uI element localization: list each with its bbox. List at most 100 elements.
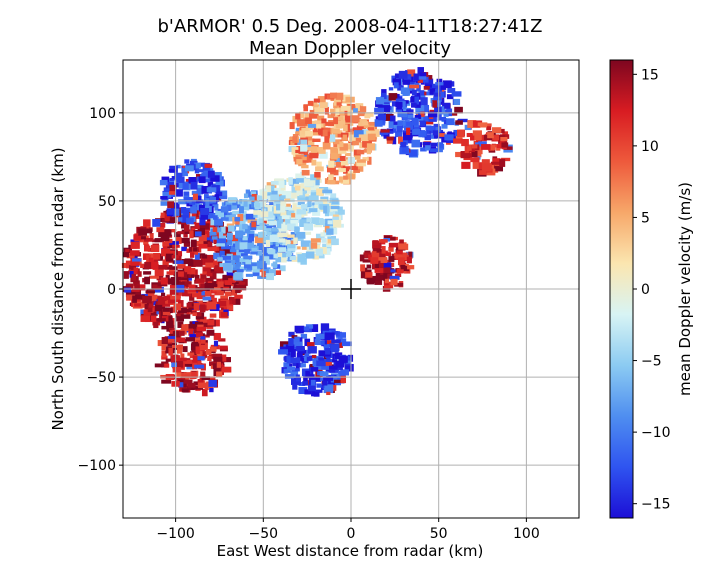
velocity-cell bbox=[311, 367, 319, 372]
velocity-cell bbox=[335, 108, 340, 116]
velocity-cell bbox=[236, 249, 247, 257]
velocity-cell bbox=[135, 294, 145, 300]
velocity-cell bbox=[341, 341, 352, 347]
velocity-cell bbox=[188, 323, 197, 330]
velocity-cell bbox=[323, 205, 328, 214]
velocity-cell bbox=[131, 274, 137, 281]
velocity-cell bbox=[472, 130, 482, 136]
velocity-cell bbox=[310, 379, 316, 386]
velocity-cell bbox=[322, 330, 331, 334]
velocity-cell bbox=[340, 375, 347, 384]
velocity-cell bbox=[417, 79, 423, 83]
velocity-cell bbox=[492, 158, 501, 164]
velocity-cell bbox=[338, 168, 346, 173]
velocity-cell bbox=[345, 115, 354, 123]
velocity-cell bbox=[190, 343, 200, 351]
velocity-cell bbox=[296, 231, 306, 239]
velocity-cell bbox=[181, 229, 191, 234]
velocity-cell bbox=[295, 173, 304, 179]
velocity-cell bbox=[126, 253, 135, 259]
velocity-cell bbox=[200, 274, 207, 279]
velocity-cell bbox=[207, 170, 215, 178]
velocity-cell bbox=[427, 111, 438, 118]
velocity-cell bbox=[303, 178, 314, 187]
velocity-cell bbox=[312, 253, 319, 260]
velocity-cell bbox=[154, 363, 163, 368]
velocity-cell bbox=[149, 308, 158, 316]
velocity-cell bbox=[466, 144, 472, 151]
velocity-cell bbox=[312, 202, 317, 206]
velocity-cell bbox=[376, 249, 383, 253]
velocity-cell bbox=[324, 384, 334, 392]
velocity-cell bbox=[353, 108, 358, 113]
velocity-cell bbox=[307, 198, 312, 207]
velocity-cell bbox=[219, 300, 227, 307]
velocity-cell bbox=[439, 97, 445, 105]
colorbar-label: mean Doppler velocity (m/s) bbox=[676, 182, 694, 396]
velocity-cell bbox=[379, 251, 386, 259]
velocity-cell bbox=[214, 204, 219, 211]
velocity-cell bbox=[435, 82, 444, 86]
velocity-cell bbox=[339, 143, 348, 151]
velocity-cell bbox=[337, 104, 343, 110]
velocity-cell bbox=[308, 208, 318, 213]
velocity-cell bbox=[387, 272, 393, 279]
velocity-cell bbox=[348, 140, 356, 146]
velocity-cell bbox=[241, 225, 251, 234]
velocity-cell bbox=[180, 314, 191, 319]
velocity-cell bbox=[291, 368, 300, 372]
velocity-cell bbox=[279, 346, 288, 351]
velocity-cell bbox=[296, 345, 305, 352]
velocity-cell bbox=[470, 133, 475, 141]
velocity-cell bbox=[321, 118, 327, 124]
velocity-cell bbox=[327, 239, 333, 244]
velocity-cell bbox=[191, 190, 199, 195]
velocity-cell bbox=[489, 144, 496, 151]
velocity-cell bbox=[258, 243, 264, 250]
velocity-cell bbox=[189, 293, 195, 301]
velocity-cell bbox=[158, 264, 168, 270]
velocity-cell bbox=[209, 361, 216, 366]
colorbar-gradient bbox=[609, 59, 634, 519]
velocity-cell bbox=[325, 359, 332, 364]
velocity-cell bbox=[395, 101, 403, 108]
velocity-cell bbox=[346, 357, 352, 361]
velocity-cell bbox=[281, 205, 292, 211]
velocity-cell bbox=[277, 232, 285, 238]
velocity-cell bbox=[218, 231, 224, 240]
velocity-cell bbox=[461, 161, 471, 169]
velocity-cell bbox=[313, 392, 320, 397]
velocity-cell bbox=[377, 114, 387, 121]
velocity-cell bbox=[308, 384, 316, 392]
velocity-cell bbox=[366, 130, 374, 137]
velocity-cell bbox=[235, 286, 241, 294]
velocity-cell bbox=[407, 265, 415, 270]
velocity-cell bbox=[204, 282, 214, 290]
velocity-cell bbox=[424, 120, 434, 125]
velocity-cell bbox=[383, 262, 392, 271]
velocity-cell bbox=[243, 200, 248, 207]
velocity-cell bbox=[263, 267, 271, 276]
velocity-cell bbox=[311, 354, 317, 359]
velocity-cell bbox=[229, 212, 236, 217]
radar-location-marker bbox=[341, 279, 361, 299]
velocity-cell bbox=[148, 257, 155, 262]
velocity-cell bbox=[311, 324, 319, 333]
velocity-cell bbox=[451, 91, 462, 97]
velocity-cell bbox=[414, 116, 424, 122]
velocity-cell bbox=[456, 129, 465, 138]
velocity-cell bbox=[440, 84, 447, 90]
y-tick-label: 0 bbox=[107, 282, 116, 298]
velocity-cell bbox=[178, 344, 183, 350]
velocity-cell bbox=[300, 144, 308, 152]
velocity-cell bbox=[183, 372, 192, 377]
velocity-cell bbox=[293, 183, 304, 188]
velocity-cell bbox=[271, 240, 279, 245]
velocity-cell bbox=[196, 326, 207, 332]
velocity-cell bbox=[366, 276, 376, 284]
velocity-cell bbox=[181, 324, 188, 331]
velocity-cell bbox=[296, 202, 302, 208]
velocity-cell bbox=[161, 325, 170, 330]
velocity-cell bbox=[184, 266, 192, 275]
velocity-cell bbox=[327, 179, 336, 185]
